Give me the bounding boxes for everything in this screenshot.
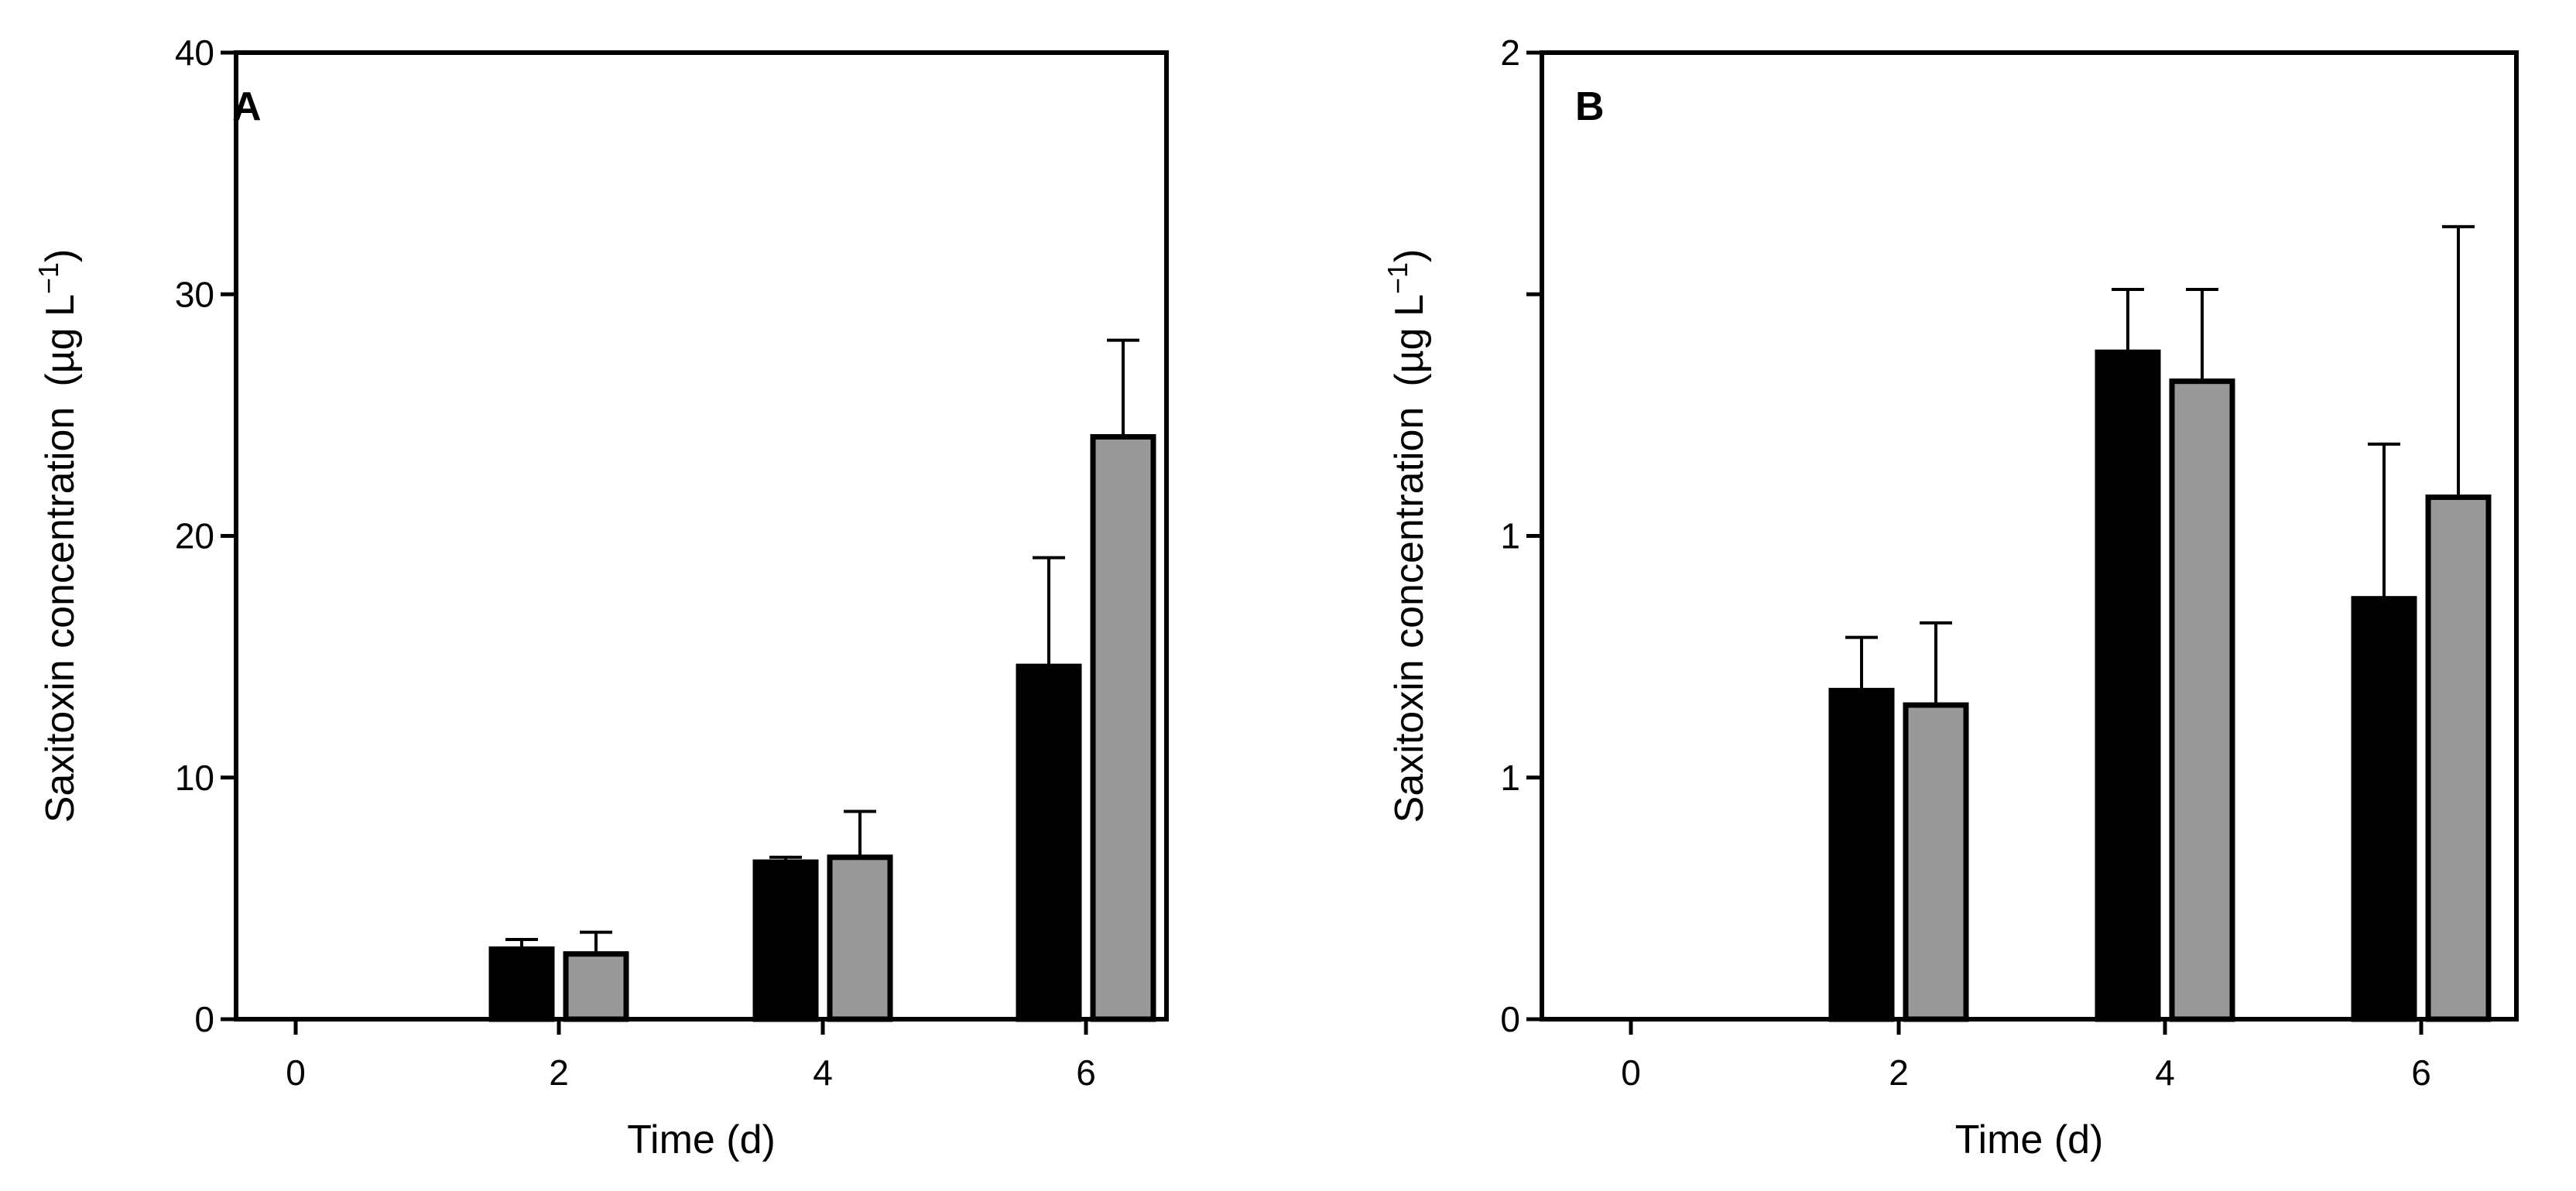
y-axis-title: Saxitoxin concentration (µg L−1) (1382, 249, 1432, 823)
panel-label: A (232, 84, 262, 129)
bar (827, 854, 893, 1022)
panel-label: B (1575, 84, 1605, 129)
y-tick-label: 0 (194, 999, 214, 1039)
y-axis-title-text: Saxitoxin concentration (38, 407, 83, 823)
y-axis-unit: (µg L (1387, 294, 1432, 387)
y-tick-label: 1 (1500, 758, 1520, 798)
x-tick-label: 4 (813, 1052, 833, 1093)
x-tick-label: 6 (1076, 1052, 1096, 1093)
bar (2351, 596, 2417, 1022)
x-tick-label: 2 (1889, 1052, 1909, 1093)
bar (2095, 349, 2161, 1022)
y-axis-title-spacer (38, 387, 83, 407)
y-axis-unit: (µg L (38, 294, 83, 387)
y-tick-label: 20 (175, 516, 214, 556)
panel-b: 0 1 1 2 0 2 4 6 B Time (d) Saxitoxin concentration… (1382, 33, 2519, 1162)
y-tick-label: 40 (175, 33, 214, 73)
bar (752, 859, 819, 1022)
x-tick-label: 6 (2411, 1052, 2431, 1093)
bar (2169, 378, 2235, 1022)
x-axis-title: Time (d) (1955, 1117, 2104, 1162)
bar (1016, 663, 1082, 1022)
bar (1903, 702, 1969, 1022)
panel-a: 0 10 20 30 40 0 2 4 6 A Time (d) Saxitoxin concentr… (33, 33, 1169, 1162)
y-tick-label: 2 (1500, 33, 1520, 73)
y-tick-label: 0 (1500, 999, 1520, 1039)
bar (488, 946, 555, 1022)
y-axis-unit-close: ) (38, 249, 83, 262)
y-tick-label: 30 (175, 274, 214, 314)
y-tick-label: 1 (1500, 516, 1520, 556)
bar (2425, 495, 2492, 1022)
x-tick-label: 4 (2155, 1052, 2175, 1093)
y-tick-label: 10 (175, 758, 214, 798)
bar (1090, 433, 1156, 1022)
y-axis-title-spacer (1387, 387, 1432, 407)
y-axis-unit-exponent: −1 (33, 262, 64, 294)
x-axis-title: Time (d) (627, 1117, 776, 1162)
y-axis-title: Saxitoxin concentration (µg L−1) (33, 249, 83, 823)
x-tick-label: 0 (286, 1052, 306, 1093)
y-axis-unit-exponent: −1 (1382, 262, 1413, 294)
y-axis-title-text: Saxitoxin concentration (1387, 407, 1432, 823)
x-tick-label: 2 (549, 1052, 569, 1093)
y-axis-unit-close: ) (1387, 249, 1432, 262)
bar (1828, 687, 1895, 1022)
x-tick-label: 0 (1621, 1052, 1641, 1093)
bar (563, 951, 629, 1022)
